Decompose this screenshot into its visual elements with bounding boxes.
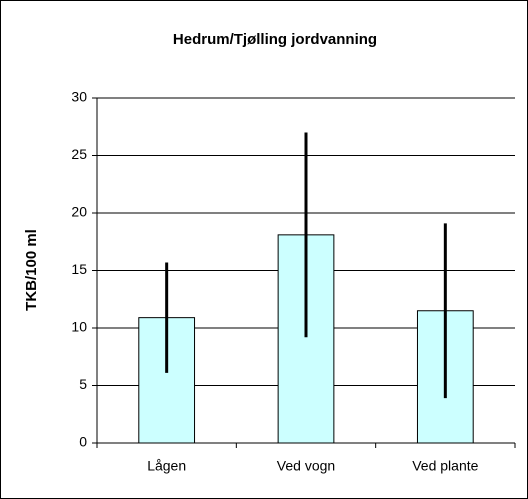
x-tick-label: Ved plante (412, 458, 478, 474)
y-tick-label: 0 (79, 434, 87, 450)
y-tick-label: 15 (71, 261, 87, 277)
chart-title: Hedrum/Tjølling jordvanning (173, 31, 377, 48)
y-tick-label: 20 (71, 204, 87, 220)
y-tick-label: 10 (71, 319, 87, 335)
y-axis-label: TKB/100 ml (23, 229, 40, 311)
x-tick-label: Lågen (147, 458, 186, 474)
x-tick-label: Ved vogn (277, 458, 335, 474)
y-tick-label: 30 (71, 89, 87, 105)
y-tick-label: 5 (79, 376, 87, 392)
y-tick-label: 25 (71, 146, 87, 162)
